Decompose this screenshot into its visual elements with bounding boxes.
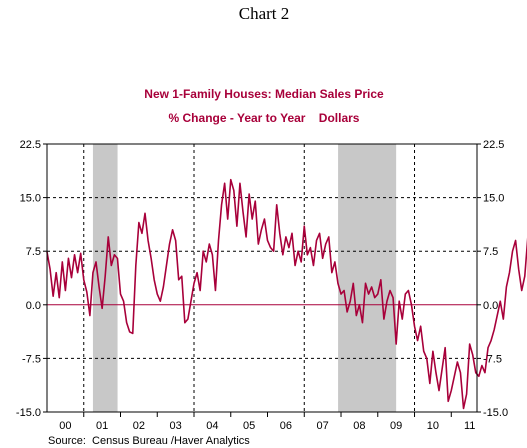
y-tick-label-left-4: -7.5: [22, 353, 41, 365]
x-tick-label-05: 05: [243, 420, 255, 432]
y-tick-label-right-0: 22.5: [483, 139, 504, 151]
x-tick-label-01: 01: [96, 420, 108, 432]
x-tick-label-04: 04: [206, 420, 218, 432]
y-tick-label-left-5: -15.0: [16, 407, 41, 419]
chart-title: New 1-Family Houses: Median Sales Price: [144, 87, 384, 101]
chart-caption: Chart 2: [239, 4, 290, 23]
chart-subtitle: % Change - Year to Year Dollars: [169, 111, 360, 125]
y-tick-label-right-3: 0.0: [483, 300, 498, 312]
y-tick-label-right-2: 7.5: [483, 246, 498, 258]
x-tick-label-07: 07: [317, 420, 329, 432]
y-tick-label-left-3: 0.0: [26, 300, 41, 312]
y-tick-label-left-2: 7.5: [26, 246, 41, 258]
x-axis: 00 01 02 03 04 05 06 07 08 09 10 11: [59, 412, 475, 432]
x-tick-label-09: 09: [390, 420, 402, 432]
x-tick-label-08: 08: [353, 420, 365, 432]
x-tick-label-10: 10: [427, 420, 439, 432]
series-line-1: [46, 178, 527, 410]
x-tick-label-03: 03: [170, 420, 182, 432]
x-tick-label-11: 11: [464, 420, 475, 432]
series-layer: [46, 178, 527, 410]
y-axis-left: 22.5 15.0 7.5 0.0 -7.5 -15.0: [16, 139, 47, 419]
y-tick-label-right-5: -15.0: [483, 407, 508, 419]
gridlines: [47, 144, 477, 412]
x-tick-label-00: 00: [59, 420, 71, 432]
y-tick-label-left-0: 22.5: [20, 139, 41, 151]
x-tick-label-06: 06: [280, 420, 292, 432]
x-tick-label-02: 02: [133, 420, 145, 432]
recession-shading: [92, 144, 397, 412]
y-tick-label-left-1: 15.0: [20, 193, 41, 205]
plot-frame: [46, 143, 478, 413]
recession-band-2: [338, 144, 397, 412]
y-axis-right: 22.5 15.0 7.5 0.0 -7.5 -15.0: [477, 139, 508, 419]
y-tick-label-right-4: -7.5: [483, 353, 502, 365]
y-tick-label-right-1: 15.0: [483, 193, 504, 205]
chart-source: Source: Census Bureau /Haver Analytics: [48, 435, 250, 447]
